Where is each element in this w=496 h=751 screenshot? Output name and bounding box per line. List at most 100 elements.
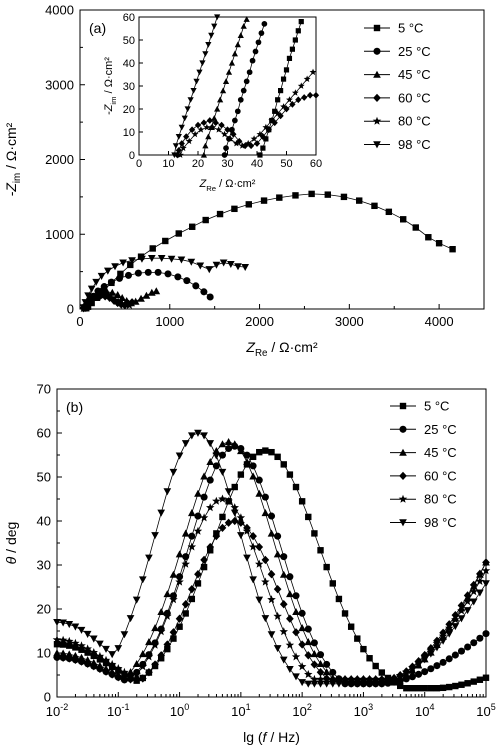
panel-a-point-98-c-6 (103, 267, 112, 275)
panel-b-point-45-c-4 (77, 653, 86, 661)
panel-a-legend-5-c: 5 °C (398, 21, 423, 36)
panel-a-inset-point-5-c-11 (289, 46, 295, 52)
panel-a-point-98-c-11 (147, 254, 156, 263)
panel-a-point-45-c-14 (142, 291, 151, 299)
panel-a-point-5-c-11 (175, 230, 182, 237)
panel-b-point-98-c-68 (469, 598, 478, 606)
panel-a-point-5-c-16 (245, 201, 252, 208)
panel-b-point-25-c-34 (261, 493, 269, 501)
panel-a-inset-point-98-c-2 (175, 134, 182, 140)
panel-a-label: (a) (89, 20, 106, 36)
panel-a-point-98-c-12 (157, 254, 166, 263)
panel-a-inset-point-98-c-10 (199, 60, 206, 67)
panel-b-ytick-label-30: 30 (37, 558, 51, 573)
panel-a-inset-point-98-c-12 (205, 42, 212, 48)
panel-a-inset-point-80-c-23 (309, 68, 317, 76)
panel-b-point-25-c-26 (212, 462, 220, 470)
panel-b-point-5-c-40 (298, 498, 306, 505)
panel-b-point-98-c-23 (194, 429, 202, 437)
panel-b-point-5-c-24 (200, 563, 208, 571)
panel-b-point-60-c-16 (151, 660, 159, 669)
panel-a-inset-point-45-c-2 (205, 133, 212, 140)
panel-b-point-60-c-65 (451, 610, 460, 620)
panel-a-inset-point-80-c-22 (303, 75, 311, 82)
panel-a-inset-point-25-c-7 (240, 87, 247, 94)
panel-b-point-98-c-66 (457, 615, 466, 623)
panel-a-xtick-label-2000: 2000 (245, 314, 274, 329)
panel-b-point-80-c-8 (101, 655, 111, 664)
panel-a-point-5-c-22 (340, 193, 348, 201)
panel-a-point-98-c-10 (138, 255, 146, 263)
panel-b-point-45-c-20 (175, 550, 184, 558)
panel-b-point-25-c-61 (427, 665, 435, 673)
panel-b-point-98-c-27 (218, 468, 227, 476)
panel-b-point-5-c-38 (286, 471, 294, 478)
panel-b-point-80-c-25 (206, 503, 215, 512)
panel-a-point-25-c-6 (107, 278, 115, 286)
panel-b-point-98-c-39 (292, 673, 300, 681)
panel-b-point-25-c-58 (408, 673, 416, 681)
panel-b-legend-80-c: 80 °C (424, 492, 457, 507)
panel-b-point-80-c-10 (114, 664, 123, 673)
panel-b-point-5-c-0 (53, 641, 61, 648)
panel-b-point-80-c-64 (445, 623, 454, 632)
panel-a-inset-series-45-c (200, 16, 250, 158)
panel-b-point-45-c-35 (267, 529, 276, 537)
panel-b-point-98-c-26 (212, 452, 221, 460)
panel-b-point-5-c-69 (476, 676, 484, 683)
panel-a-point-98-c-19 (219, 259, 228, 267)
panel-b-point-45-c-25 (206, 457, 215, 466)
panel-a-point-98-c-2 (84, 292, 92, 300)
panel-b-point-60-c-70 (482, 558, 490, 567)
panel-b-point-5-c-37 (280, 461, 287, 468)
panel-a-inset-point-80-c-14 (256, 130, 264, 138)
panel-a-inset-point-60-c-2 (178, 140, 185, 147)
panel-b-legend-98-c: 98 °C (424, 515, 457, 530)
panel-a-ytick-label-0: 0 (67, 302, 74, 317)
panel-a-inset-point-25-c-10 (249, 57, 256, 64)
panel-b-point-60-c-26 (212, 531, 221, 541)
panel-b-point-45-c-38 (286, 590, 294, 598)
panel-b-point-80-c-15 (144, 652, 154, 661)
panel-b-point-5-c-29 (231, 483, 238, 491)
panel-a-inset-point-98-c-9 (196, 69, 203, 76)
panel-a-inset-point-25-c-14 (261, 21, 268, 27)
panel-b-point-5-c-19 (170, 635, 177, 642)
panel-b-point-80-c-47 (340, 674, 350, 683)
panel-b-point-80-c-16 (150, 640, 160, 649)
panel-b-point-80-c-32 (248, 542, 258, 551)
panel-a-point-98-c-7 (111, 263, 119, 271)
panel-a-inset-point-60-c-22 (295, 96, 302, 104)
panel-b-point-98-c-29 (230, 509, 239, 517)
panel-a-inset-ytick-label-30: 30 (123, 81, 135, 93)
panel-b-point-45-c-33 (255, 489, 264, 497)
panel-a-inset-point-25-c-8 (243, 78, 250, 85)
panel-b-point-25-c-69 (476, 634, 484, 642)
panel-a-inset-series-80-c (176, 68, 317, 158)
panel-b-point-98-c-24 (200, 432, 208, 440)
panel-b-point-98-c-57 (402, 670, 411, 678)
panel-a-inset-point-25-c-9 (246, 69, 253, 76)
panel-b-point-80-c-46 (334, 674, 344, 683)
panel-b-point-5-c-52 (372, 662, 379, 670)
panel-b-point-60-c-1 (59, 653, 67, 662)
panel-b-point-80-c-0 (52, 635, 62, 644)
panel-b-point-80-c-63 (438, 631, 448, 640)
panel-a-point-80-c-9 (107, 293, 116, 302)
panel-b-point-25-c-39 (292, 592, 300, 600)
panel-a-point-5-c-9 (149, 245, 156, 252)
panel-b-point-60-c-3 (71, 655, 80, 664)
panel-a-point-5-c-4 (100, 287, 107, 295)
panel-b-point-80-c-29 (230, 503, 239, 512)
panel-a-point-98-c-14 (177, 256, 186, 264)
panel-b-point-5-c-2 (66, 642, 73, 649)
panel-b-ytick-label-60: 60 (37, 426, 51, 441)
panel-a-inset-point-80-c-2 (185, 137, 193, 145)
panel-b-point-60-c-27 (218, 523, 227, 533)
panel-b-point-80-c-9 (107, 659, 117, 668)
panel-b-point-98-c-15 (145, 554, 153, 562)
panel-b-point-80-c-54 (383, 674, 393, 683)
panel-a-inset-point-80-c-17 (274, 110, 282, 117)
panel-b-point-45-c-39 (292, 607, 300, 616)
panel-a-inset-point-45-c-7 (219, 87, 227, 94)
